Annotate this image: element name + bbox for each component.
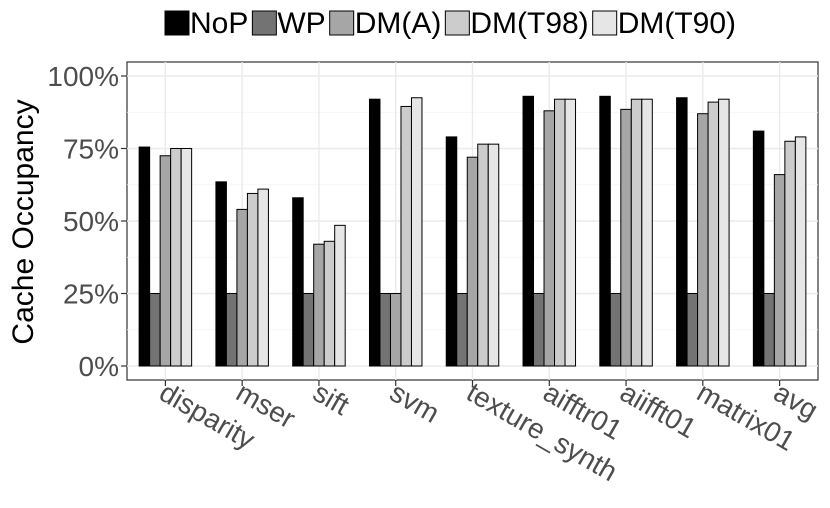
bar-aiifft01-DM(A)	[620, 108, 632, 367]
bar-aifftr01-WP	[533, 293, 545, 367]
bar-avg-NoP	[752, 130, 765, 367]
bar-aiifft01-NoP	[599, 95, 611, 367]
y-axis: 0% 25% 50% 75% 100%	[47, 61, 127, 382]
legend-label-DM(A): DM(A)	[355, 7, 442, 40]
bar-aifftr01-DM(A)	[543, 110, 556, 367]
bar-mser-DM(A)	[236, 208, 248, 367]
legend-label-WP: WP	[277, 7, 325, 40]
bar-disparity-WP	[149, 293, 161, 367]
bar-sift-WP	[302, 293, 315, 367]
bar-sift-DM(T90)	[334, 224, 346, 367]
bar-texture_synth-DM(T98)	[477, 143, 489, 367]
bar-avg-WP	[763, 293, 775, 367]
y-tick-label: 100%	[47, 61, 119, 92]
x-tick-label: aiifft01	[615, 376, 702, 444]
legend-swatch-DM(T90)	[592, 10, 618, 36]
x-tick-label: svm	[385, 376, 445, 429]
bar-svm-DM(T90)	[410, 97, 423, 367]
bar-aifftr01-NoP	[522, 95, 535, 367]
bar-matrix01-DM(T98)	[707, 101, 720, 367]
bars	[138, 95, 807, 367]
y-tick-label: 75%	[63, 134, 119, 165]
bar-matrix01-DM(T90)	[718, 98, 730, 367]
bar-matrix01-NoP	[676, 97, 688, 367]
bar-texture_synth-DM(T90)	[487, 143, 500, 367]
bar-sift-DM(A)	[313, 243, 325, 367]
bar-disparity-DM(T90)	[180, 148, 193, 367]
bar-avg-DM(T90)	[794, 136, 807, 367]
bar-aifftr01-DM(T90)	[564, 98, 577, 367]
bar-aiifft01-DM(T90)	[641, 98, 653, 367]
x-tick-label: sift	[308, 376, 355, 421]
y-axis-title: Cache Occupancy	[7, 99, 40, 344]
bar-mser-WP	[225, 293, 238, 367]
bar-aiifft01-WP	[609, 293, 622, 367]
bar-svm-WP	[379, 293, 391, 367]
bar-matrix01-WP	[686, 293, 699, 367]
legend-label-DM(T98): DM(T98)	[470, 7, 588, 40]
legend: NoP WP DM(A) DM(T98) DM(T90)	[164, 7, 736, 40]
bar-mser-DM(T90)	[257, 188, 269, 367]
bar-svm-NoP	[368, 98, 381, 367]
bar-sift-NoP	[292, 197, 304, 367]
bar-aiifft01-DM(T98)	[630, 98, 643, 367]
y-tick-label: 25%	[63, 279, 119, 310]
bar-avg-DM(T98)	[784, 140, 796, 367]
bar-aifftr01-DM(T98)	[554, 98, 566, 367]
bar-texture_synth-NoP	[445, 136, 458, 367]
legend-swatch-DM(T98)	[444, 10, 470, 36]
bar-avg-DM(A)	[773, 174, 786, 367]
legend-swatch-WP	[251, 10, 277, 36]
bar-mser-NoP	[215, 181, 227, 367]
bar-disparity-NoP	[138, 146, 151, 367]
bar-sift-DM(T98)	[323, 240, 336, 367]
legend-swatch-DM(A)	[329, 10, 355, 36]
bar-svm-DM(T98)	[400, 105, 412, 367]
bar-mser-DM(T98)	[246, 192, 259, 367]
legend-label-DM(T90): DM(T90)	[618, 7, 736, 40]
bar-matrix01-DM(A)	[697, 113, 709, 367]
bar-disparity-DM(T98)	[170, 148, 182, 367]
bar-texture_synth-WP	[456, 293, 468, 367]
y-tick-label: 0%	[79, 351, 119, 382]
bar-svm-DM(A)	[389, 293, 402, 367]
legend-swatch-NoP	[164, 10, 190, 36]
legend-label-NoP: NoP	[190, 7, 248, 40]
y-tick-label: 50%	[63, 206, 119, 237]
bar-texture_synth-DM(A)	[466, 156, 479, 367]
bar-disparity-DM(A)	[159, 155, 172, 367]
